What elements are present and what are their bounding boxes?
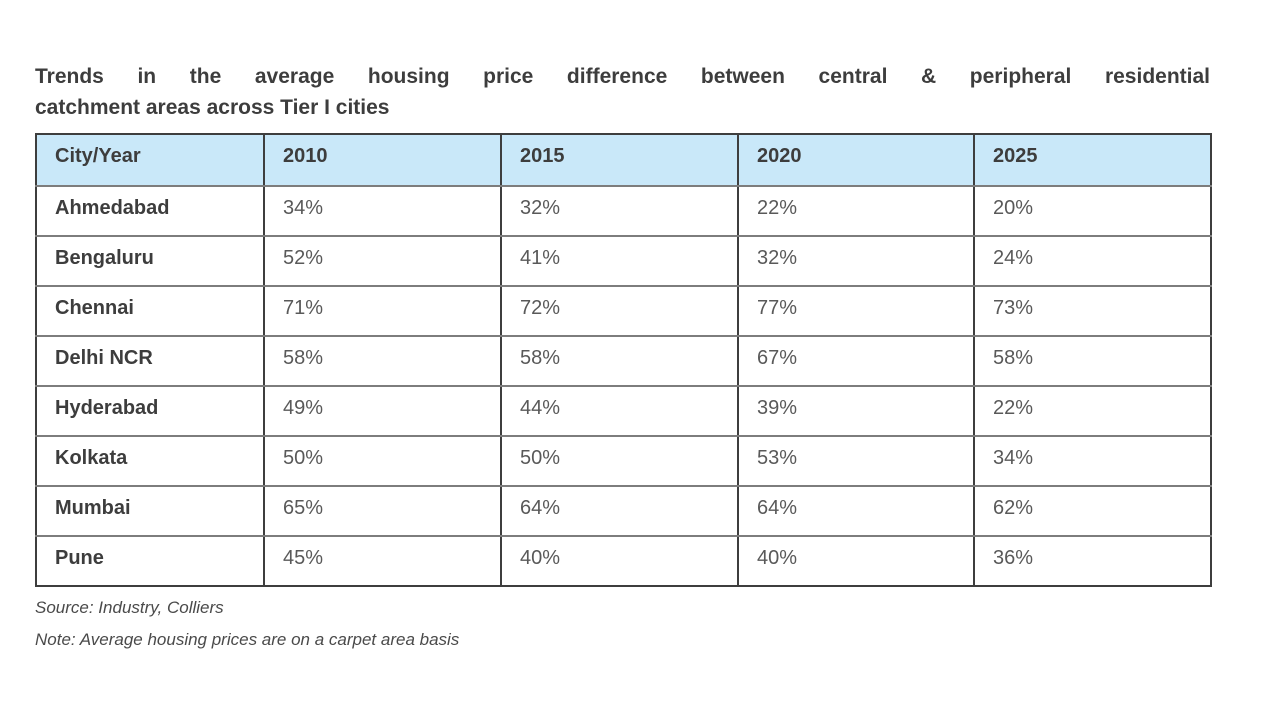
value-cell: 58% [263,335,502,387]
header-cell-2010: 2010 [263,133,502,187]
value-cell: 32% [500,185,739,237]
header-cell-city-year: City/Year [35,133,265,187]
page-title-line-1: Trends in the average housing price diff… [35,65,1210,88]
value-cell: 22% [737,185,975,237]
value-cell: 50% [263,435,502,487]
value-cell: 71% [263,285,502,337]
value-cell: 40% [737,535,975,587]
value-cell: 67% [737,335,975,387]
housing-price-table: City/Year 2010 2015 2020 2025 Ahmedabad … [35,133,1212,587]
table-row: Delhi NCR 58% 58% 67% 58% [35,335,1212,387]
value-cell: 65% [263,485,502,537]
city-cell: Ahmedabad [35,185,265,237]
header-cell-2015: 2015 [500,133,739,187]
value-cell: 77% [737,285,975,337]
city-cell: Kolkata [35,435,265,487]
source-note: Source: Industry, Colliers [35,598,224,617]
value-cell: 73% [973,285,1212,337]
carpet-area-note: Note: Average housing prices are on a ca… [35,630,460,649]
value-cell: 64% [500,485,739,537]
value-cell: 58% [973,335,1212,387]
value-cell: 22% [973,385,1212,437]
value-cell: 34% [263,185,502,237]
figure-block: Trends in the average housing price diff… [35,61,1212,650]
table-row: Chennai 71% 72% 77% 73% [35,285,1212,337]
value-cell: 24% [973,235,1212,287]
value-cell: 62% [973,485,1212,537]
page-title-line-2: catchment areas across Tier I cities [35,96,390,119]
city-cell: Delhi NCR [35,335,265,387]
value-cell: 39% [737,385,975,437]
value-cell: 64% [737,485,975,537]
table-row: Kolkata 50% 50% 53% 34% [35,435,1212,487]
value-cell: 34% [973,435,1212,487]
page-title: Trends in the average housing price diff… [35,61,1210,123]
value-cell: 20% [973,185,1212,237]
table-row: Ahmedabad 34% 32% 22% 20% [35,185,1212,237]
value-cell: 44% [500,385,739,437]
value-cell: 52% [263,235,502,287]
value-cell: 58% [500,335,739,387]
value-cell: 41% [500,235,739,287]
value-cell: 50% [500,435,739,487]
table-row: Bengaluru 52% 41% 32% 24% [35,235,1212,287]
city-cell: Bengaluru [35,235,265,287]
value-cell: 49% [263,385,502,437]
city-cell: Mumbai [35,485,265,537]
header-cell-2025: 2025 [973,133,1212,187]
table-row: Hyderabad 49% 44% 39% 22% [35,385,1212,437]
city-cell: Pune [35,535,265,587]
value-cell: 40% [500,535,739,587]
table-header: City/Year 2010 2015 2020 2025 [35,133,1212,187]
city-cell: Hyderabad [35,385,265,437]
table-row: Pune 45% 40% 40% 36% [35,535,1212,587]
value-cell: 36% [973,535,1212,587]
value-cell: 45% [263,535,502,587]
table-row: Mumbai 65% 64% 64% 62% [35,485,1212,537]
value-cell: 32% [737,235,975,287]
header-cell-2020: 2020 [737,133,975,187]
value-cell: 53% [737,435,975,487]
city-cell: Chennai [35,285,265,337]
table-body: Ahmedabad 34% 32% 22% 20% Bengaluru 52% … [35,185,1212,587]
header-row: City/Year 2010 2015 2020 2025 [35,133,1212,187]
value-cell: 72% [500,285,739,337]
